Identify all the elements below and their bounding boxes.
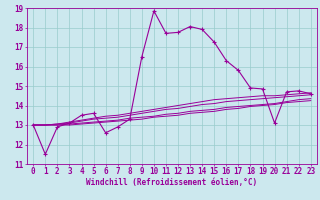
X-axis label: Windchill (Refroidissement éolien,°C): Windchill (Refroidissement éolien,°C) bbox=[86, 178, 258, 187]
